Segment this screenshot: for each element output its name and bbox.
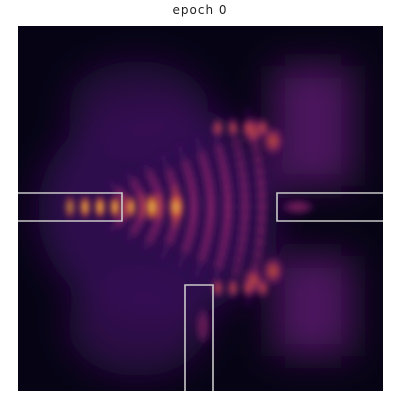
fringe-lobe: [157, 247, 169, 265]
input-hotspot: [168, 192, 184, 222]
top-lobe: [227, 117, 239, 139]
fringe-lobe: [106, 220, 118, 238]
top-lobe: [242, 117, 254, 139]
input-hotspot: [144, 192, 160, 222]
input-hotspots: [65, 192, 316, 348]
fringe-lobe: [191, 265, 203, 283]
fringe-lobe: [123, 229, 135, 247]
bottom-lobe: [257, 277, 269, 299]
input-hotspot: [95, 195, 105, 219]
fringe-lobe: [174, 256, 186, 274]
waveguide-outlines: [18, 192, 383, 391]
output-glow: [195, 304, 211, 348]
top-lobe: [212, 117, 224, 139]
bottom-lobe: [212, 277, 224, 299]
plot-title: epoch 0: [172, 3, 228, 17]
bottom-output-waveguide: [184, 284, 214, 391]
right-output-waveguide: [276, 192, 383, 222]
left-input-waveguide: [18, 192, 123, 222]
input-hotspot: [65, 195, 75, 219]
field-intensity-map: [18, 26, 383, 391]
top-lobe: [257, 117, 269, 139]
input-hotspot: [80, 195, 90, 219]
input-hotspot: [110, 195, 120, 219]
input-hotspot: [126, 195, 136, 219]
output-glow: [280, 199, 316, 215]
side-lobe: [261, 255, 285, 287]
bottom-lobe: [242, 277, 254, 299]
bottom-lobe: [227, 277, 239, 299]
fringe-lobe: [140, 238, 152, 256]
